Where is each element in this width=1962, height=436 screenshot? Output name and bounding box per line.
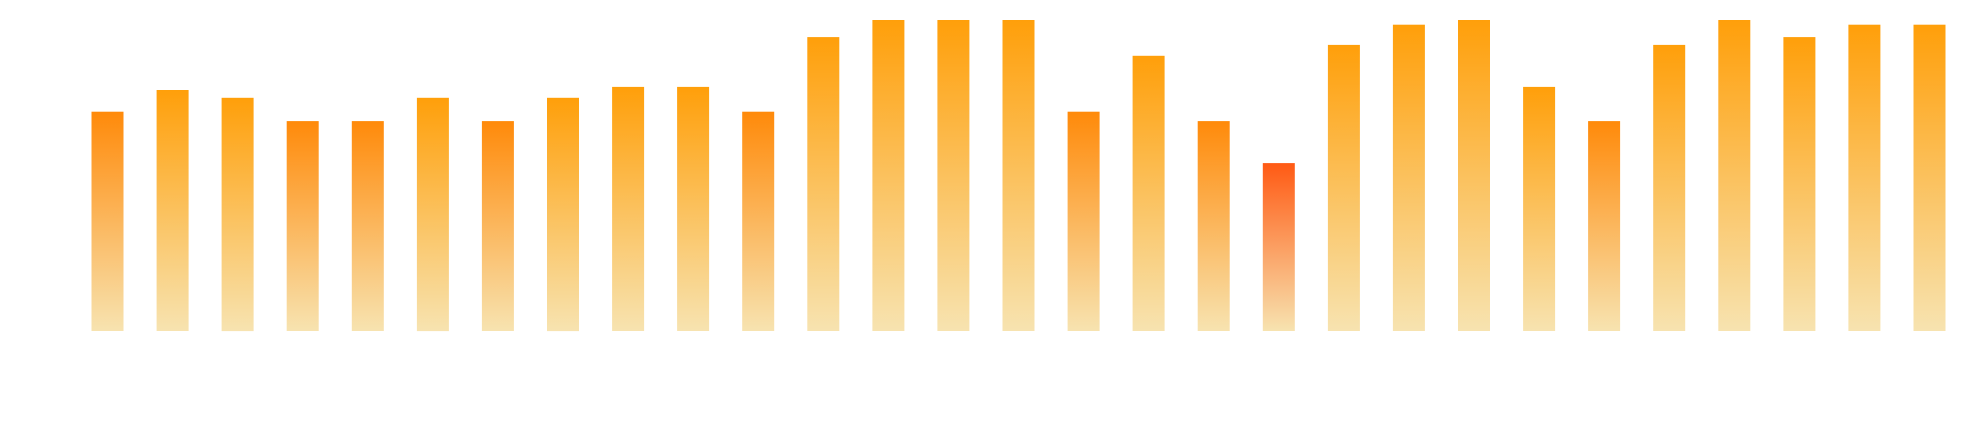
bar-9 bbox=[612, 86, 645, 332]
bar-20 bbox=[1327, 44, 1360, 332]
bar-16 bbox=[1067, 111, 1100, 331]
bar-6 bbox=[416, 97, 449, 332]
bar-24 bbox=[1588, 121, 1621, 331]
bar-12 bbox=[807, 37, 840, 331]
bar-18 bbox=[1197, 121, 1230, 331]
bars-group bbox=[91, 20, 1946, 332]
bar-17 bbox=[1132, 55, 1165, 332]
bar-4 bbox=[286, 121, 319, 331]
bar-27 bbox=[1783, 37, 1816, 331]
bar-25 bbox=[1653, 44, 1686, 332]
bar-13 bbox=[872, 20, 905, 331]
bar-22 bbox=[1458, 20, 1490, 331]
bar-11 bbox=[742, 111, 775, 331]
bar-8 bbox=[547, 97, 579, 332]
bar-10 bbox=[677, 86, 710, 332]
bar-21 bbox=[1392, 24, 1425, 331]
bar-29 bbox=[1913, 24, 1946, 331]
bar-5 bbox=[351, 121, 384, 331]
bar-26 bbox=[1718, 20, 1751, 331]
bar-14 bbox=[937, 20, 970, 331]
bar-1 bbox=[91, 111, 124, 331]
bar-7 bbox=[481, 121, 514, 331]
bar-19 bbox=[1262, 163, 1295, 331]
bar-23 bbox=[1523, 86, 1556, 332]
bar-3 bbox=[221, 97, 254, 332]
bar-15 bbox=[1002, 20, 1035, 331]
bar-28 bbox=[1848, 24, 1881, 331]
bar-2 bbox=[156, 90, 189, 331]
